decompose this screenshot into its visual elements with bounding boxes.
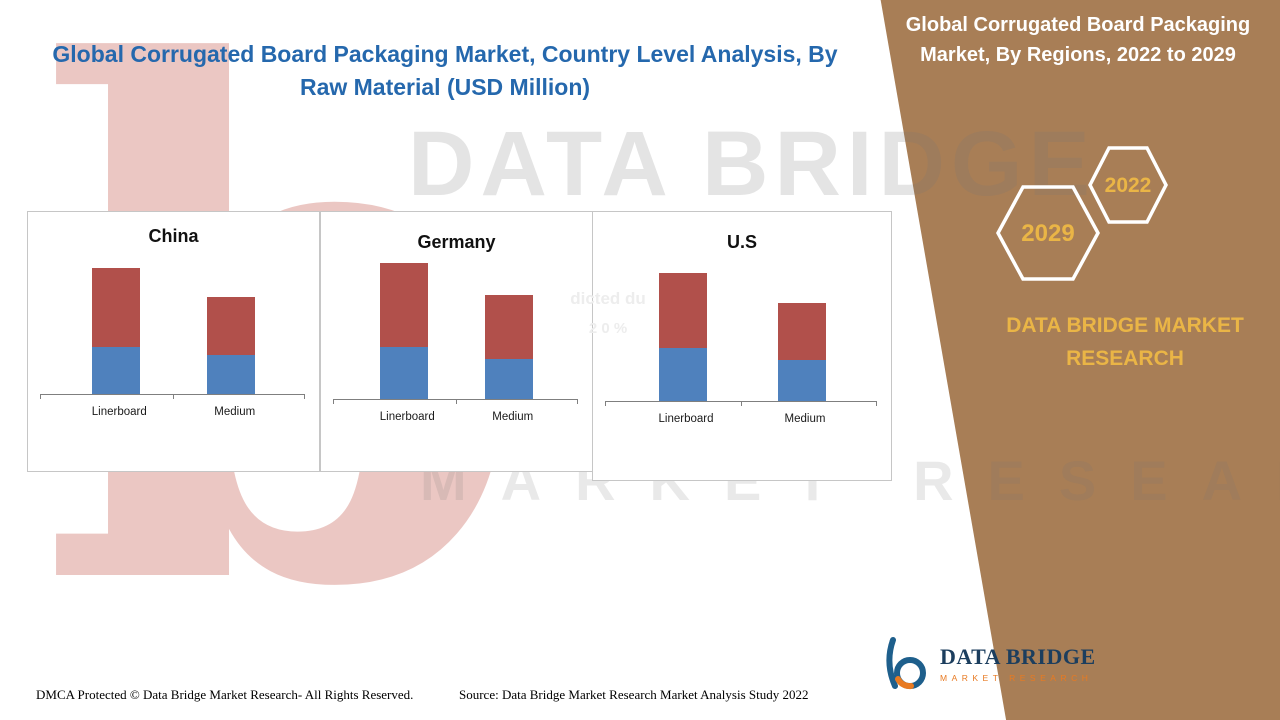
dmca-notice: DMCA Protected © Data Bridge Market Rese… xyxy=(36,687,414,702)
bar-segment-bottom-blue xyxy=(91,347,140,394)
bar-segment-top-red xyxy=(485,295,534,359)
hexagon-year-2022: 2022 xyxy=(1105,174,1152,197)
category-label-linerboard: Linerboard xyxy=(379,411,435,423)
chart-panel-germany: Germany Linerboard Medium xyxy=(320,211,593,472)
stacked-bar-medium xyxy=(777,303,826,401)
category-label-medium: Medium xyxy=(214,406,256,418)
chart-title: Germany xyxy=(417,232,496,252)
category-labels: Linerboard Medium xyxy=(623,413,861,425)
bars-container xyxy=(58,268,289,394)
stacked-bar-linerboard xyxy=(379,263,428,399)
hexagon-2029-outline xyxy=(996,185,1100,281)
axis-tick xyxy=(741,401,742,406)
hexagon-2022-outline xyxy=(1088,146,1168,224)
bar-segment-bottom-blue xyxy=(485,359,534,399)
bar-segment-bottom-blue xyxy=(379,347,428,399)
side-panel-title: Global Corrugated Board Packaging Market… xyxy=(905,14,1251,66)
bar-segment-bottom-blue xyxy=(658,348,707,401)
data-bridge-logomark-icon xyxy=(886,637,926,690)
stacked-bar-medium xyxy=(207,297,256,394)
x-axis xyxy=(40,394,305,399)
stacked-bar-linerboard xyxy=(91,268,140,394)
x-axis xyxy=(605,401,877,406)
logo-name: DATA BRIDGE xyxy=(940,644,1096,670)
chart-title: U.S xyxy=(726,232,757,252)
axis-tick xyxy=(40,394,41,399)
chart-title: China xyxy=(148,226,199,246)
data-bridge-logo: DATA BRIDGE MARKET RESEARCH xyxy=(878,636,1096,692)
stacked-bar-medium xyxy=(485,295,534,399)
category-label-medium: Medium xyxy=(784,413,826,425)
bar-segment-top-red xyxy=(658,273,707,348)
hexagon-year-2029: 2029 xyxy=(1021,220,1074,247)
chart-panel-us: U.S Linerboard Medium xyxy=(592,211,892,481)
axis-tick xyxy=(455,399,457,404)
category-labels: Linerboard Medium xyxy=(351,411,562,423)
year-hexagons: 2029 2022 xyxy=(996,146,1168,281)
stacked-bar-linerboard xyxy=(658,273,707,401)
bar-segment-bottom-blue xyxy=(777,360,826,401)
logo-tagline: MARKET RESEARCH xyxy=(940,672,1093,683)
bars-container xyxy=(623,273,861,401)
category-labels: Linerboard Medium xyxy=(58,406,289,418)
source-note: Source: Data Bridge Market Research Mark… xyxy=(459,687,809,702)
axis-tick xyxy=(605,401,606,406)
bar-segment-bottom-blue xyxy=(207,355,256,394)
bar-segment-top-red xyxy=(777,303,826,360)
main-title: Global Corrugated Board Packaging Market… xyxy=(52,41,838,101)
bar-segment-top-red xyxy=(91,268,140,347)
x-axis xyxy=(333,399,578,404)
brand-text: DATA BRIDGE MARKET RESEARCH xyxy=(1006,314,1244,370)
logo-text-block: DATA BRIDGE MARKET RESEARCH xyxy=(940,644,1096,683)
axis-tick xyxy=(577,399,578,404)
category-label-linerboard: Linerboard xyxy=(91,406,147,418)
axis-tick xyxy=(172,394,174,399)
bar-segment-top-red xyxy=(379,263,428,347)
axis-tick xyxy=(876,401,877,406)
axis-tick xyxy=(304,394,305,399)
chart-panel-china: China Linerboard Medium xyxy=(27,211,320,472)
axis-tick xyxy=(333,399,334,404)
bars-container xyxy=(351,263,562,399)
category-label-medium: Medium xyxy=(492,411,534,423)
category-label-linerboard: Linerboard xyxy=(658,413,714,425)
bar-segment-top-red xyxy=(207,297,256,355)
